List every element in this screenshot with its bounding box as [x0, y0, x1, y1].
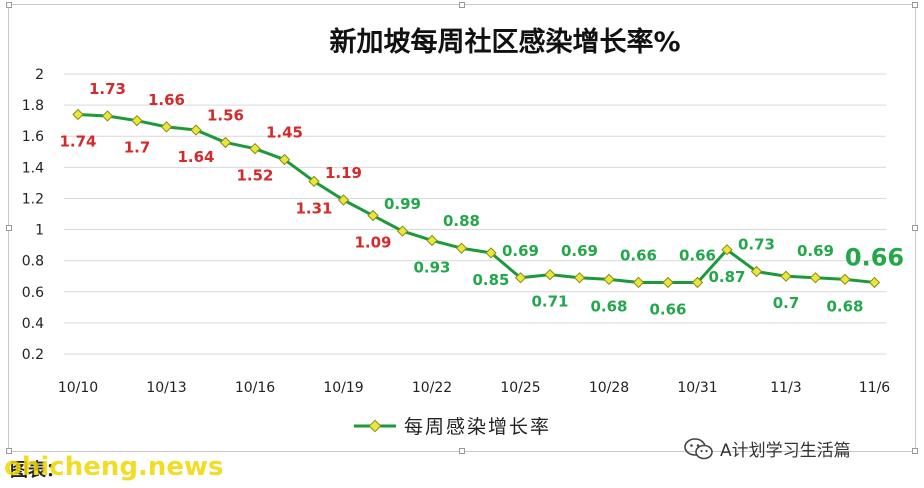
data-point-marker — [131, 115, 143, 127]
data-point-marker — [544, 269, 556, 281]
data-point-marker — [485, 247, 497, 259]
legend-label: 每周感染增长率 — [404, 416, 551, 438]
data-point-marker — [691, 276, 704, 289]
data-label: 1.09 — [354, 234, 391, 252]
resize-handle-bottom-right[interactable] — [912, 448, 918, 454]
data-label: 1.73 — [89, 80, 126, 98]
data-point-marker — [573, 272, 586, 284]
chart-frame — [6, 2, 918, 454]
data-label: 1.74 — [59, 132, 96, 150]
data-point-marker — [514, 272, 527, 284]
data-point-marker — [101, 110, 114, 122]
data-point-marker — [603, 273, 615, 285]
x-tick-label: 10/10 — [58, 380, 98, 396]
data-label: 1.31 — [295, 199, 332, 217]
data-label: 0.68 — [590, 297, 627, 315]
figure-caption: 图表： — [10, 460, 64, 481]
data-point-marker — [750, 265, 763, 278]
data-label: 0.85 — [472, 271, 509, 289]
x-tick-label: 11/3 — [770, 380, 801, 396]
y-tick-label: 0.8 — [22, 254, 44, 270]
x-tick-label: 10/19 — [323, 380, 363, 396]
resize-handle-top-right[interactable] — [912, 2, 918, 8]
data-label: 0.69 — [797, 242, 834, 260]
y-tick-label: 1 — [35, 223, 44, 239]
data-point-marker — [780, 270, 792, 282]
data-label: 1.7 — [124, 139, 151, 157]
series-line — [77, 112, 875, 284]
resize-handle-bottom-middle[interactable] — [459, 448, 465, 454]
legend-marker-swatch — [368, 419, 382, 433]
data-point-marker — [190, 124, 202, 136]
data-point-marker — [278, 153, 291, 166]
y-tick-label: 0.2 — [22, 347, 44, 363]
data-label: 0.69 — [561, 242, 598, 260]
data-point-marker — [426, 234, 438, 247]
x-tick-label: 10/28 — [589, 380, 629, 396]
data-point-marker — [219, 136, 232, 149]
y-tick-label: 1.6 — [22, 129, 44, 145]
data-label: 1.52 — [236, 167, 273, 185]
y-tick-label: 0.4 — [22, 316, 44, 332]
data-point-marker — [809, 272, 822, 284]
y-tick-label: 1.4 — [22, 160, 44, 176]
data-point-marker — [249, 143, 261, 155]
y-tick-label: 1.8 — [22, 98, 44, 114]
data-point-marker — [721, 244, 733, 256]
x-tick-label: 10/13 — [146, 380, 186, 396]
data-point-marker — [337, 194, 350, 206]
x-tick-label: 10/22 — [412, 380, 452, 396]
account-credit: A计划学习生活篇 — [684, 436, 851, 461]
data-point-marker — [839, 273, 851, 285]
data-label: 0.7 — [773, 294, 800, 312]
data-label: 0.69 — [502, 242, 539, 260]
data-label: 0.66 — [679, 246, 716, 264]
resize-handle-bottom-left[interactable] — [6, 448, 12, 454]
data-label: 0.87 — [708, 268, 745, 286]
data-label: 0.73 — [738, 236, 775, 254]
data-point-marker — [160, 121, 173, 133]
data-label: 1.19 — [325, 164, 362, 182]
data-label: 0.66 — [845, 243, 904, 271]
x-tick-label: 10/31 — [677, 380, 717, 396]
wechat-icon — [684, 437, 713, 459]
y-tick-label: 2 — [35, 67, 44, 83]
data-point-marker — [308, 175, 320, 187]
x-tick-label: 11/6 — [859, 380, 891, 396]
resize-handle-left-middle[interactable] — [6, 225, 12, 231]
data-label: 0.66 — [649, 300, 686, 318]
chart-title: 新加坡每周社区感染增长率% — [329, 26, 680, 58]
data-point-marker — [662, 276, 674, 289]
resize-handle-top-middle[interactable] — [459, 2, 465, 8]
data-point-marker — [367, 209, 379, 222]
data-label: 0.71 — [531, 293, 568, 311]
data-label: 0.68 — [826, 297, 863, 315]
data-label: 1.56 — [207, 106, 244, 124]
y-tick-label: 0.6 — [22, 285, 44, 301]
y-tick-label: 1.2 — [22, 191, 44, 207]
data-label: 1.45 — [266, 124, 303, 142]
watermark-text: ohicheng.news — [4, 452, 224, 482]
data-label: 0.99 — [384, 195, 421, 213]
resize-handle-right-middle[interactable] — [912, 225, 918, 231]
chart-legend: 每周感染增长率 — [354, 416, 551, 438]
data-point-marker — [72, 108, 84, 121]
x-tick-label: 10/16 — [235, 380, 275, 396]
data-point-marker — [868, 276, 881, 289]
resize-handle-top-left[interactable] — [6, 2, 12, 8]
data-point-marker — [632, 276, 645, 289]
data-label: 0.66 — [620, 246, 657, 264]
data-label: 0.88 — [443, 212, 480, 230]
data-label: 0.93 — [413, 258, 450, 276]
account-name: A计划学习生活篇 — [720, 441, 851, 461]
data-point-marker — [396, 225, 409, 237]
data-label: 1.64 — [177, 148, 214, 166]
x-tick-label: 10/25 — [500, 380, 540, 396]
data-point-marker — [455, 242, 468, 254]
data-label: 1.66 — [148, 91, 185, 109]
